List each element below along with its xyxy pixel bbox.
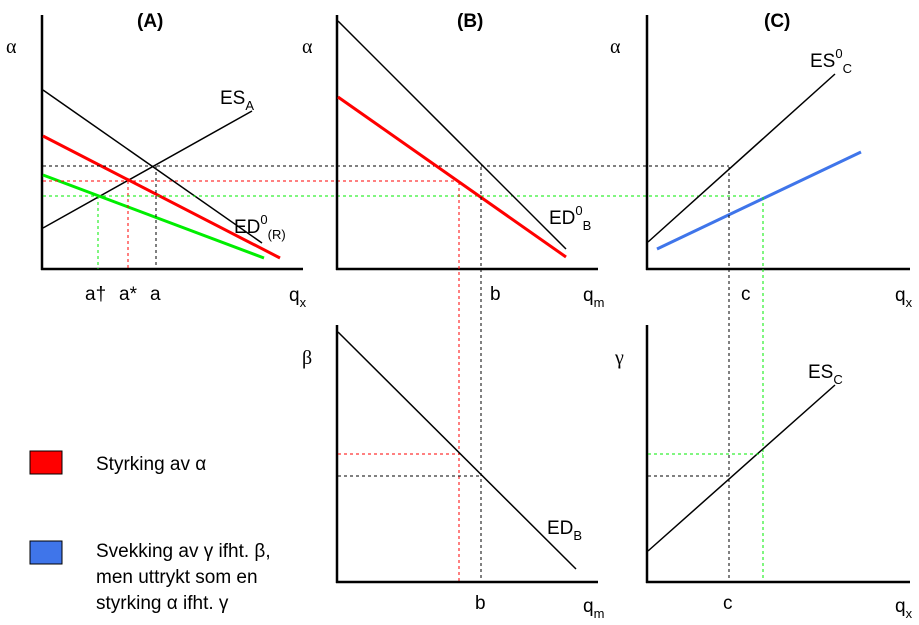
panel-b-title: (B) [457,11,483,32]
panel-c-y-axis-label: α [610,36,621,58]
panel-c-bottom-x-axis-label: qx [895,596,913,621]
panel-b-bottom-x-axis-label: qm [583,596,604,621]
red-demand-curve-b [337,95,567,259]
es-a-label: ESA [220,88,254,113]
es0-c-curve [647,73,836,243]
panel-b-x-axis-label: qm [583,285,604,310]
tick-a-star: a* [119,284,138,305]
panel-a-y-axis-label: α [6,36,17,58]
panel-b-bottom: β qm b EDB [302,325,604,621]
panel-b-y-axis-label: α [302,36,313,58]
panel-c-title: (C) [764,11,790,32]
tick-b-bottom: b [475,593,486,614]
legend: Styrking av α Svekking av γ ifht. β, men… [29,450,271,614]
tick-c-bottom: c [723,593,733,614]
legend-item-blue-line-1: Svekking av γ ifht. β, [96,541,271,562]
tick-a-dagger: a† [85,284,106,305]
legend-swatch-blue [29,540,63,565]
panel-b-top: (B) α qm b ED0B [302,11,604,310]
ed0-r-label: ED0(R) [234,212,286,242]
legend-item-blue-line-3: styrking α ifht. γ [96,593,229,614]
ed0-b-label: ED0B [549,203,591,233]
legend-item-red-label: Styrking av α [96,454,206,475]
es-c-label: ESC [808,362,843,387]
legend-item-blue-line-2: men uttrykt som en [96,567,258,588]
panel-c-x-axis-label: qx [895,285,913,310]
legend-swatch-red [29,450,63,475]
blue-supply-curve-c [656,150,862,251]
tick-c-top: c [741,284,751,305]
es-a-curve [42,110,253,229]
panel-c-top: (C) α qx c ES0C [610,11,913,310]
ed-b-label: EDB [547,518,582,543]
green-demand-curve-a [42,173,265,260]
tick-a: a [150,284,161,305]
panel-c-bottom-y-axis-label: γ [614,347,624,369]
panel-c-bottom: γ qx c ESC [614,325,913,621]
panel-a-title: (A) [137,11,163,32]
tick-b-top: b [490,284,501,305]
es-c-curve [647,384,836,552]
panel-b-bottom-y-axis-label: β [302,347,312,369]
panel-a: (A) α qx a† a* a ESA ED0(R) [6,11,307,310]
panel-a-x-axis-label: qx [289,285,307,310]
red-demand-curve-a [42,134,281,260]
ed-b-curve [337,331,577,570]
es0-c-label: ES0C [810,46,852,76]
ed0-b-curve [337,20,567,250]
